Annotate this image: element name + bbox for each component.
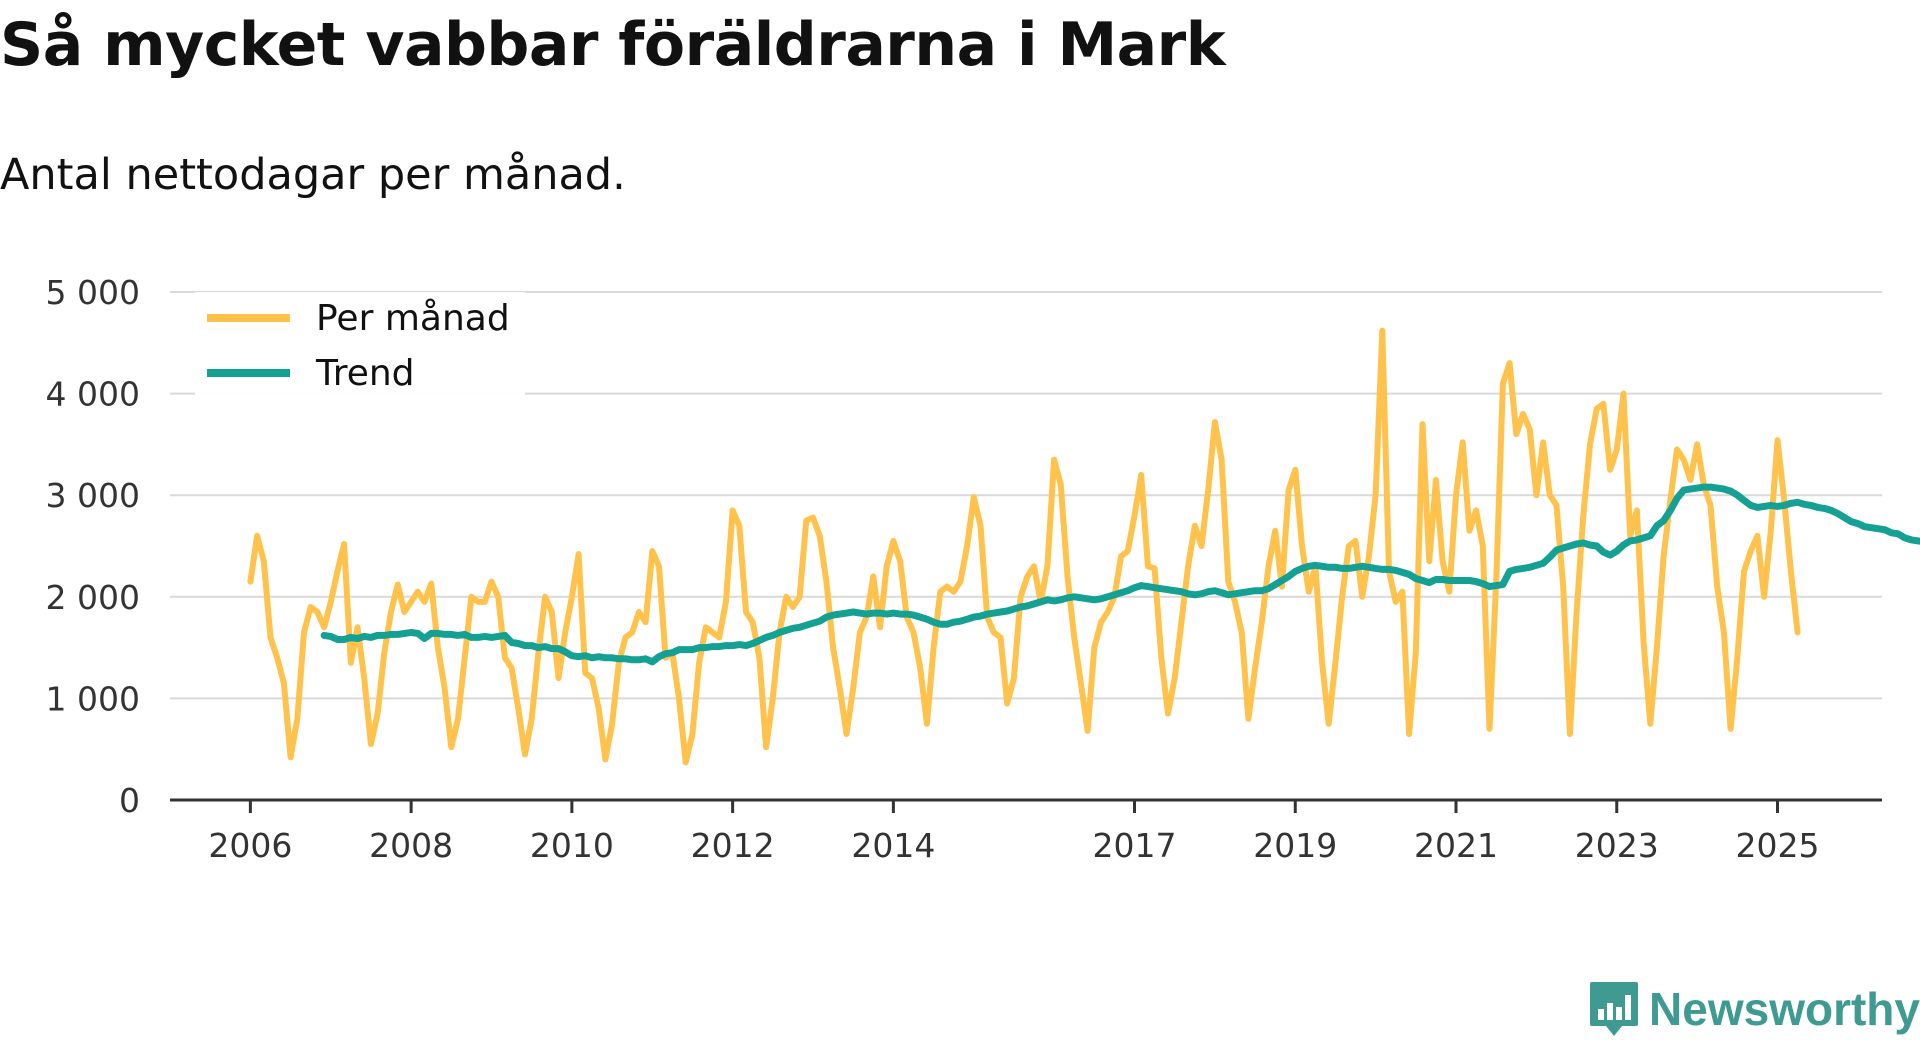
series-lines	[247, 327, 1920, 766]
legend-label-per-manad: Per månad	[316, 298, 510, 339]
y-axis: 0 1 000 2 000 3 000 4 000 5 000	[46, 273, 140, 820]
y-tick-label: 3 000	[46, 476, 140, 515]
y-tick-label: 4 000	[46, 375, 140, 414]
brand-name: Newsworthy	[1649, 983, 1920, 1035]
legend: Per månad Trend	[195, 292, 525, 396]
y-tick-label: 5 000	[46, 273, 140, 312]
x-tick-label: 2006	[208, 826, 292, 865]
newsworthy-brand: Newsworthy	[1589, 980, 1920, 1038]
y-tick-label: 0	[119, 781, 140, 820]
x-tick-label: 2021	[1414, 826, 1498, 865]
y-tick-label: 2 000	[46, 578, 140, 617]
chart-subtitle: Antal nettodagar per månad.	[0, 150, 626, 200]
bar-chart-logo-icon	[1590, 982, 1639, 1036]
x-tick-label: 2010	[530, 826, 614, 865]
x-tick-label: 2008	[369, 826, 453, 865]
y-tick-label: 1 000	[46, 679, 140, 718]
x-tick-label: 2017	[1093, 826, 1177, 865]
x-tick-label: 2014	[851, 826, 935, 865]
legend-label-trend: Trend	[315, 353, 415, 394]
x-tick-label: 2023	[1575, 826, 1659, 865]
chart-title: Så mycket vabbar föräldrarna i Mark	[0, 10, 1226, 80]
series-line-trend	[320, 483, 1920, 666]
x-axis: 2006 2008 2010 2012 2014 2017 2019 2021 2023 2025	[170, 798, 1882, 865]
series-line-per-manad	[247, 327, 1801, 766]
x-tick-label: 2019	[1253, 826, 1337, 865]
x-tick-label: 2012	[691, 826, 775, 865]
legend-background	[195, 292, 525, 396]
x-tick-label: 2025	[1736, 826, 1820, 865]
